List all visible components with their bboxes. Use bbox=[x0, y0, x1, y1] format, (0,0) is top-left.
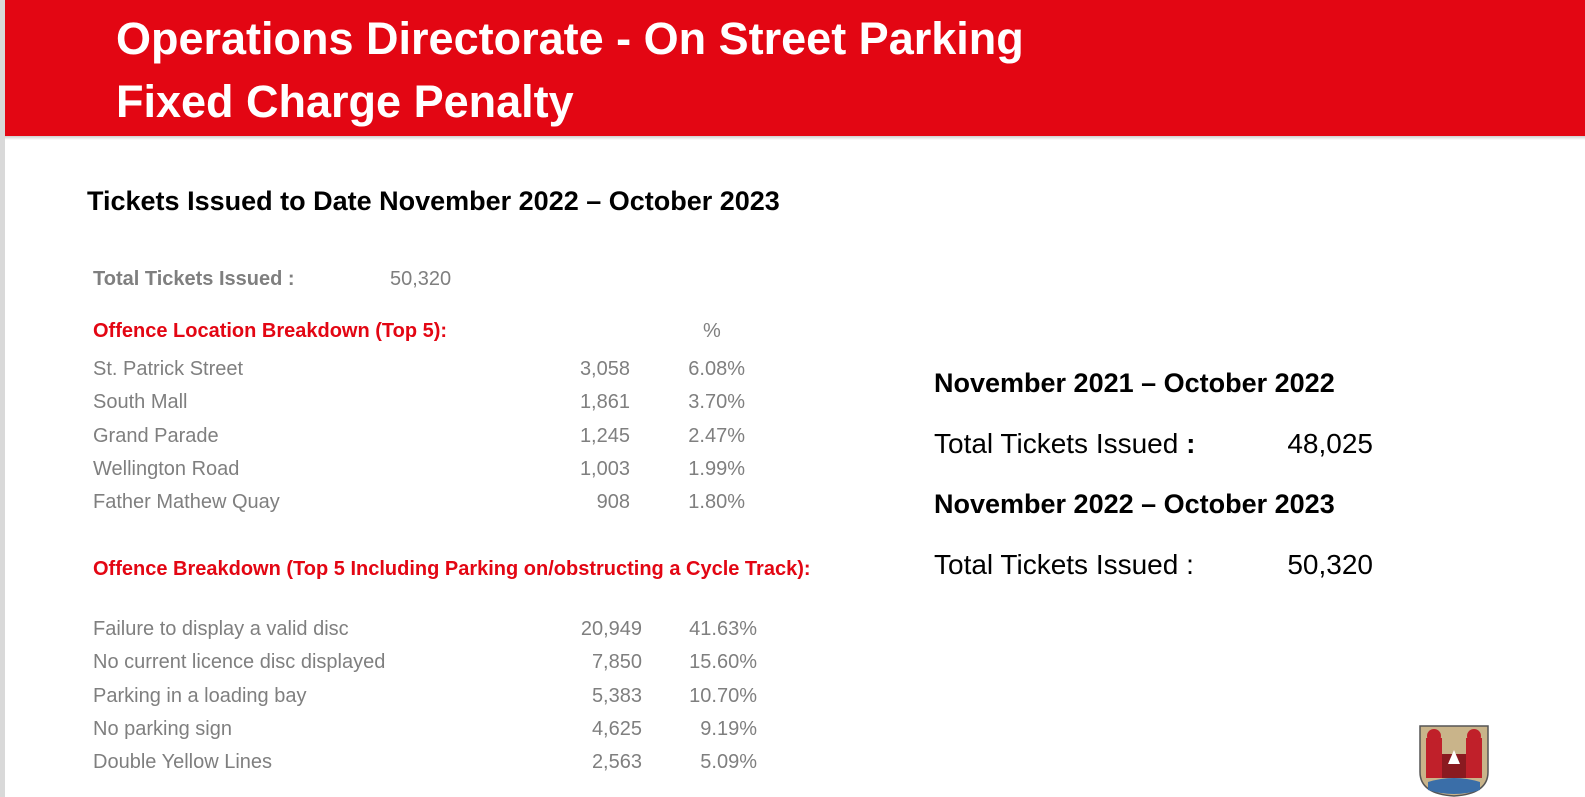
location-row: Grand Parade 1,245 2.47% bbox=[93, 425, 793, 449]
offence-percent: 9.19% bbox=[700, 717, 757, 740]
offence-label: Failure to display a valid disc bbox=[93, 618, 349, 640]
offence-row: No current licence disc displayed 7,850 15… bbox=[93, 651, 793, 675]
location-row: South Mall 1,861 3.70% bbox=[93, 391, 793, 415]
location-row: St. Patrick Street 3,058 6.08% bbox=[93, 358, 793, 382]
location-percent: 3.70% bbox=[688, 391, 745, 414]
offence-label: Parking in a loading bay bbox=[93, 684, 307, 707]
offence-label: No current licence disc displayed bbox=[93, 651, 386, 674]
period2-total-value: 50,320 bbox=[1287, 549, 1373, 580]
page-title: Operations Directorate - On Street Parki… bbox=[116, 13, 1024, 64]
location-row: Wellington Road 1,003 1.99% bbox=[93, 458, 793, 482]
offence-label: No parking sign bbox=[93, 717, 232, 740]
location-percent: 1.99% bbox=[688, 457, 745, 480]
offence-count: 7,850 bbox=[591, 651, 642, 674]
location-count: 1,861 bbox=[579, 391, 630, 414]
offence-percent: 15.60% bbox=[689, 651, 757, 674]
location-count: 1,245 bbox=[579, 424, 630, 447]
location-percent: 1.80% bbox=[688, 491, 745, 514]
period1-title: November 2021 – October 2022 bbox=[934, 368, 1335, 398]
offence-count: 2,563 bbox=[591, 751, 642, 774]
period2-title: November 2022 – October 2023 bbox=[934, 489, 1335, 519]
location-percent: 6.08% bbox=[688, 358, 745, 380]
city-crest-icon bbox=[1419, 725, 1489, 797]
offence-percent: 41.63% bbox=[689, 618, 757, 640]
offence-row: No parking sign 4,625 9.19% bbox=[93, 718, 793, 742]
page-subtitle: Fixed Charge Penalty bbox=[116, 76, 574, 127]
location-percent: 2.47% bbox=[688, 424, 745, 447]
header-banner bbox=[5, 0, 1585, 136]
location-count: 1,003 bbox=[579, 457, 630, 480]
offence-count: 5,383 bbox=[591, 684, 642, 707]
location-count: 908 bbox=[596, 491, 630, 514]
offence-row: Failure to display a valid disc 20,949 41.… bbox=[93, 618, 793, 642]
location-row: Father Mathew Quay 908 1.80% bbox=[93, 491, 793, 515]
location-label: South Mall bbox=[93, 391, 188, 414]
offence-percent: 5.09% bbox=[700, 751, 757, 774]
location-label: Father Mathew Quay bbox=[93, 491, 280, 514]
pct-header: % bbox=[703, 320, 721, 342]
banner-shadow bbox=[5, 136, 1585, 140]
location-section-title: Offence Location Breakdown (Top 5): bbox=[93, 320, 448, 342]
period2-total-label: Total Tickets Issued : bbox=[934, 549, 1194, 580]
location-label: Wellington Road bbox=[93, 457, 240, 480]
period1-total-label: Total Tickets Issued : bbox=[934, 428, 1196, 459]
offence-label: Double Yellow Lines bbox=[93, 751, 273, 774]
total-value: 50,320 bbox=[390, 268, 452, 290]
location-label: St. Patrick Street bbox=[93, 358, 244, 380]
section-heading: Tickets Issued to Date November 2022 – O… bbox=[87, 186, 780, 216]
offence-row: Double Yellow Lines 2,563 5.09% bbox=[93, 751, 793, 775]
offence-percent: 10.70% bbox=[689, 684, 757, 707]
total-label: Total Tickets Issued : bbox=[93, 268, 295, 290]
location-label: Grand Parade bbox=[93, 424, 219, 447]
offence-row: Parking in a loading bay 5,383 10.70% bbox=[93, 685, 793, 709]
period1-total-value: 48,025 bbox=[1287, 428, 1373, 459]
page-edge bbox=[0, 0, 5, 797]
offence-section-title: Offence Breakdown (Top 5 Including Parki… bbox=[93, 558, 811, 580]
offence-count: 20,949 bbox=[580, 618, 642, 640]
offence-count: 4,625 bbox=[591, 717, 642, 740]
location-count: 3,058 bbox=[579, 358, 630, 380]
